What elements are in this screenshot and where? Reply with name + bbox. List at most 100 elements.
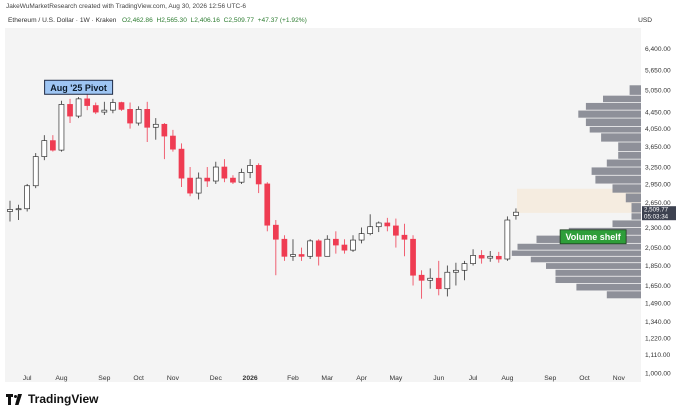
candle-body [67,104,73,117]
candle-body [281,238,288,257]
volume-shelf-label-box [559,229,627,245]
price-tick-label: 1,340.00 [645,319,671,326]
price-tick-label: 5,650.00 [645,68,671,75]
candle-body [41,140,48,157]
time-tick-label: Sep [544,375,556,382]
tradingview-brand[interactable]: TradingView [6,392,98,406]
time-tick-label: Mar [321,375,333,382]
volume-profile-bar [629,85,641,95]
candle-body [367,226,374,234]
volume-profile-bar [612,184,641,193]
candle-body [358,233,365,241]
volume-profile-bar [625,193,641,203]
price-tick-label: 2,050.00 [645,245,671,252]
candle-body [487,255,494,259]
price-tick-label: 1,000.00 [645,370,671,377]
volume-profile-bar [601,133,641,142]
candle-body [221,166,228,179]
candle-body [84,98,91,106]
time-tick-label: Aug [55,375,67,382]
candle-body [264,183,271,226]
candle-body [350,239,356,251]
candle-body [50,140,56,151]
time-tick-label: Feb [287,375,299,382]
candle-body [212,166,219,182]
value-area-band [517,188,641,213]
candle-body [144,109,151,128]
candle-body [204,177,211,182]
candle-body [238,172,245,183]
candle-body [333,238,339,246]
candle-body [290,254,296,257]
symbol-name: Ethereum / U.S. Dollar · 1W · Kraken [8,17,117,24]
price-tick-label: 5,050.00 [645,87,671,94]
volume-profile-bar [576,283,641,291]
price-tick-label: 1,650.00 [645,283,671,290]
pivot-label-box [44,79,114,95]
volume-profile-bar [546,263,641,269]
time-tick-label: Nov [167,375,180,382]
candle-body [272,224,279,240]
candle-body [375,222,382,228]
candle-body [92,105,99,113]
volume-profile-bar [511,250,641,256]
candle-body [152,123,159,128]
candle-body [58,104,65,151]
last-price-value: 2,509.77 [644,207,669,214]
candle-body [384,222,391,227]
time-tick-label: 2026 [243,375,258,382]
candle-body [178,148,185,179]
candles-layer [7,93,519,299]
volume-profile-bar [631,213,641,220]
price-tick-label: 4,450.00 [645,109,671,116]
candle-body [444,271,451,290]
candle-body [230,177,236,183]
volume-profile-bar [585,102,641,110]
candle-body [504,219,511,260]
candle-body [101,109,108,113]
volume-profile-bar [555,269,641,276]
ohlc-open: O2,462.86 [121,17,153,24]
candle-body [453,269,459,273]
candle-body [307,240,313,257]
candle-body [255,165,262,185]
candle-body [127,109,133,124]
volume-profile-bar [555,276,641,284]
last-price-countdown: 05:03:34 [644,214,669,221]
ohlc-change: +47.37 (+1.92%) [257,17,307,24]
price-axis: 1,000.00 1,110.00 1,220.00 1,340.00 1,490.00… [642,46,676,377]
time-tick-label: Jul [469,375,478,382]
candle-body [401,234,408,240]
volume-profile-bar [578,110,641,118]
candle-body [298,254,305,257]
time-tick-label: Nov [613,375,626,382]
volume-profile-bar [591,167,641,175]
currency-label: USD [638,17,652,24]
candle-body [195,177,202,194]
candle-body [247,165,253,173]
pivot-label-text: Aug '25 Pivot [50,83,107,93]
candle-body [15,208,22,211]
candle-body [24,185,31,210]
time-tick-label: Sep [98,375,110,382]
time-tick-label: Oct [579,375,590,382]
candle-body [418,274,425,281]
candle-body [75,98,82,117]
time-tick-label: Aug [501,375,513,382]
time-tick-label: Jul [23,375,32,382]
price-tick-label: 3,250.00 [645,164,671,171]
candle-body [410,238,416,276]
tradingview-logo-icon [6,393,22,405]
volume-shelf-label-text: Volume shelf [565,232,621,242]
last-price-badge [642,206,676,221]
price-tick-label: 1,220.00 [645,336,671,343]
time-tick-label: Apr [356,375,367,382]
volume-profile-bar [517,243,641,250]
price-tick-label: 6,400.00 [645,46,671,53]
volume-profile-bar [606,159,641,167]
candle-body [495,255,502,260]
annotations-layer: Aug '25 Pivot Volume shelf [44,79,627,245]
price-tick-label: 3,650.00 [645,144,671,151]
volume-profile-bar [606,291,641,299]
